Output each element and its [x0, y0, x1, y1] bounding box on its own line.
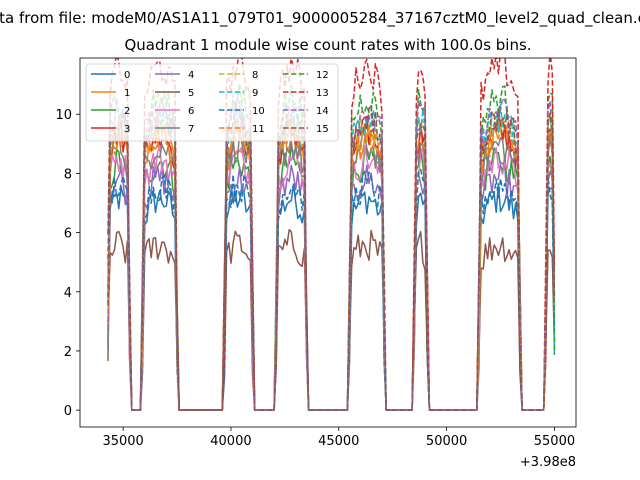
chart-title: Quadrant 1 module wise count rates with … [124, 36, 531, 54]
legend-label-12: 12 [316, 70, 329, 81]
legend-label-3: 3 [124, 124, 130, 135]
legend-label-7: 7 [188, 124, 194, 135]
legend-label-2: 2 [124, 106, 130, 117]
legend-label-6: 6 [188, 106, 194, 117]
series-line-15 [107, 104, 556, 411]
chart-suptitle: Data from file: modeM0/AS1A11_079T01_900… [0, 9, 640, 28]
legend-label-15: 15 [316, 124, 329, 135]
legend-label-14: 14 [316, 106, 329, 117]
plot-lines [107, 58, 556, 411]
legend-label-4: 4 [188, 70, 194, 81]
legend-label-9: 9 [252, 88, 258, 99]
legend-label-8: 8 [252, 70, 258, 81]
y-tick-label: 6 [64, 227, 72, 242]
legend-label-11: 11 [252, 124, 265, 135]
x-tick-label: 55000 [534, 434, 575, 449]
legend-label-13: 13 [316, 88, 329, 99]
x-tick-label: 35000 [102, 434, 143, 449]
legend-label-0: 0 [124, 70, 130, 81]
y-tick-label: 10 [55, 108, 72, 123]
x-tick-label: 50000 [426, 434, 467, 449]
x-tick-label: 40000 [210, 434, 251, 449]
legend-label-5: 5 [188, 88, 194, 99]
y-axis: 0 2 4 6 8 10 [55, 108, 80, 419]
legend-label-10: 10 [252, 106, 265, 117]
x-axis: 35000 40000 45000 50000 55000 [102, 427, 575, 449]
y-tick-label: 2 [64, 345, 72, 360]
x-tick-label: 45000 [318, 434, 359, 449]
legend-box [85, 63, 339, 142]
series-line-14 [107, 95, 556, 411]
x-offset-label: +3.98e8 [520, 455, 576, 470]
legend-label-1: 1 [124, 88, 130, 99]
axes-frame [79, 57, 577, 428]
y-tick-label: 4 [64, 286, 72, 301]
y-tick-label: 0 [64, 404, 72, 419]
y-tick-label: 8 [64, 167, 72, 182]
